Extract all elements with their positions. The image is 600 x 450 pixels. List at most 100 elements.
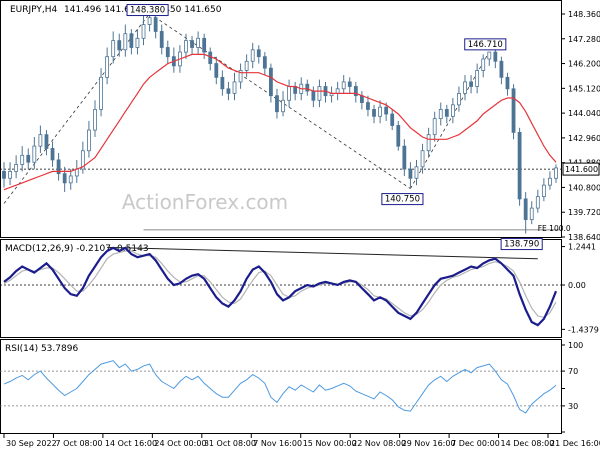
candle-body <box>305 83 310 92</box>
candle-body <box>378 106 382 117</box>
candle-body <box>438 109 443 120</box>
macd-title: MACD(12,26,9) -0.2107 -0.5143 <box>5 244 149 254</box>
candle-body <box>541 184 546 198</box>
candle-body <box>153 17 158 32</box>
time-tick-label: 24 Oct 00:00 <box>154 439 206 448</box>
candle-body <box>238 70 243 83</box>
candle-body <box>202 37 207 53</box>
candle-body <box>123 33 128 51</box>
candle-body <box>353 86 358 97</box>
candle-body <box>93 109 97 131</box>
ma-line <box>3 53 557 191</box>
rsi-title: RSI(14) 53.7896 <box>5 344 78 354</box>
price-tick-label: 139.720 <box>568 208 600 217</box>
candle-body <box>208 51 213 64</box>
rsi-panel-frame <box>0 339 562 434</box>
annotation-box <box>381 193 424 206</box>
candle-body <box>432 118 437 136</box>
time-tick-label: 14 Oct 16:00 <box>105 439 157 448</box>
annotation-label: 148.380 <box>130 6 165 16</box>
candle-body <box>511 88 516 133</box>
candle-body <box>414 166 419 179</box>
candle-body <box>481 58 486 71</box>
candle-body <box>141 24 146 39</box>
candle-body <box>165 47 170 58</box>
candle-body <box>275 95 279 113</box>
candle-body <box>335 88 340 94</box>
candle-body <box>232 81 237 94</box>
price-tick-label: 146.200 <box>568 60 600 69</box>
annotation-box <box>500 238 543 251</box>
annotation-box <box>464 38 507 51</box>
price-axis: 148.360 147.280 146.200 145.120 144.040 142.9… <box>561 10 600 242</box>
candle-body <box>457 92 461 106</box>
swing-trend-line <box>149 13 411 189</box>
candle-body <box>26 154 31 163</box>
time-tick-label: 31 Oct 08:00 <box>204 439 256 448</box>
annotation-label: 146.710 <box>468 40 503 50</box>
moving-average <box>3 53 557 191</box>
candle-body <box>196 37 201 48</box>
candle-body <box>256 49 261 58</box>
candle-body <box>8 170 12 179</box>
candle-body <box>111 40 116 58</box>
candle-body <box>20 154 25 165</box>
price-tick-label: 140.800 <box>568 183 600 192</box>
candle-body <box>475 70 480 87</box>
annotation-label: 138.790 <box>504 240 539 250</box>
candle-body <box>450 104 455 117</box>
candle-body <box>384 106 389 115</box>
current-price-tag <box>562 162 600 176</box>
watermark: ActionForex.com <box>122 190 288 214</box>
candle-body <box>159 31 164 48</box>
macd-axis: 1.2441 0.00 -1.4379 <box>561 243 599 334</box>
candle-body <box>420 150 425 168</box>
candle-body <box>469 81 473 87</box>
price-tick-label: 147.280 <box>568 35 600 44</box>
candle-body <box>117 40 122 51</box>
candle-body <box>548 177 552 186</box>
time-tick-label: 14 Dec 08:00 <box>501 439 555 448</box>
candle-body <box>408 168 413 179</box>
candle-body <box>499 60 504 78</box>
candle-body <box>80 150 85 170</box>
candle-body <box>44 134 49 149</box>
candle-body <box>390 113 395 126</box>
symbol-label: EURJPY,H4 <box>10 5 58 15</box>
candle-body <box>87 129 91 152</box>
candle-body <box>523 198 528 220</box>
candle-body <box>38 134 43 147</box>
price-tick-label: 142.960 <box>568 134 600 143</box>
price-panel-frame <box>0 0 562 238</box>
candle-body <box>281 99 285 113</box>
price-header: EURJPY,H4 141.496 141.698 141.450 141.65… <box>10 5 222 15</box>
candle-body <box>32 145 37 163</box>
candle-body <box>347 81 352 87</box>
annotation-box <box>126 4 169 17</box>
time-tick-label: 15 Nov 00:00 <box>303 439 357 448</box>
candle-body <box>220 76 225 90</box>
macd-tick-label: -1.4379 <box>568 325 599 334</box>
candle-body <box>535 196 540 209</box>
price-tick-label: 138.640 <box>568 233 600 242</box>
candle-body <box>269 67 273 97</box>
annotation-label: 140.750 <box>385 195 420 205</box>
candle-body <box>505 76 510 90</box>
candle-body <box>529 207 534 220</box>
candle-body <box>226 88 231 94</box>
candle-body <box>341 81 346 90</box>
candle-body <box>214 63 219 78</box>
candle-body <box>262 56 267 69</box>
time-tick-label: 29 Nov 16:00 <box>402 439 456 448</box>
candle-body <box>287 86 291 101</box>
candle-body <box>554 167 558 179</box>
rsi-axis: 100 70 30 <box>561 341 583 433</box>
candle-body <box>317 86 322 101</box>
candle-body <box>244 60 249 71</box>
time-tick-label: 7 Dec 00:00 <box>451 439 500 448</box>
price-annotations: 148.380 146.710 140.750 138.790 FE 100.0 <box>126 4 571 251</box>
candle-body <box>135 37 140 48</box>
candle-body <box>184 40 188 53</box>
